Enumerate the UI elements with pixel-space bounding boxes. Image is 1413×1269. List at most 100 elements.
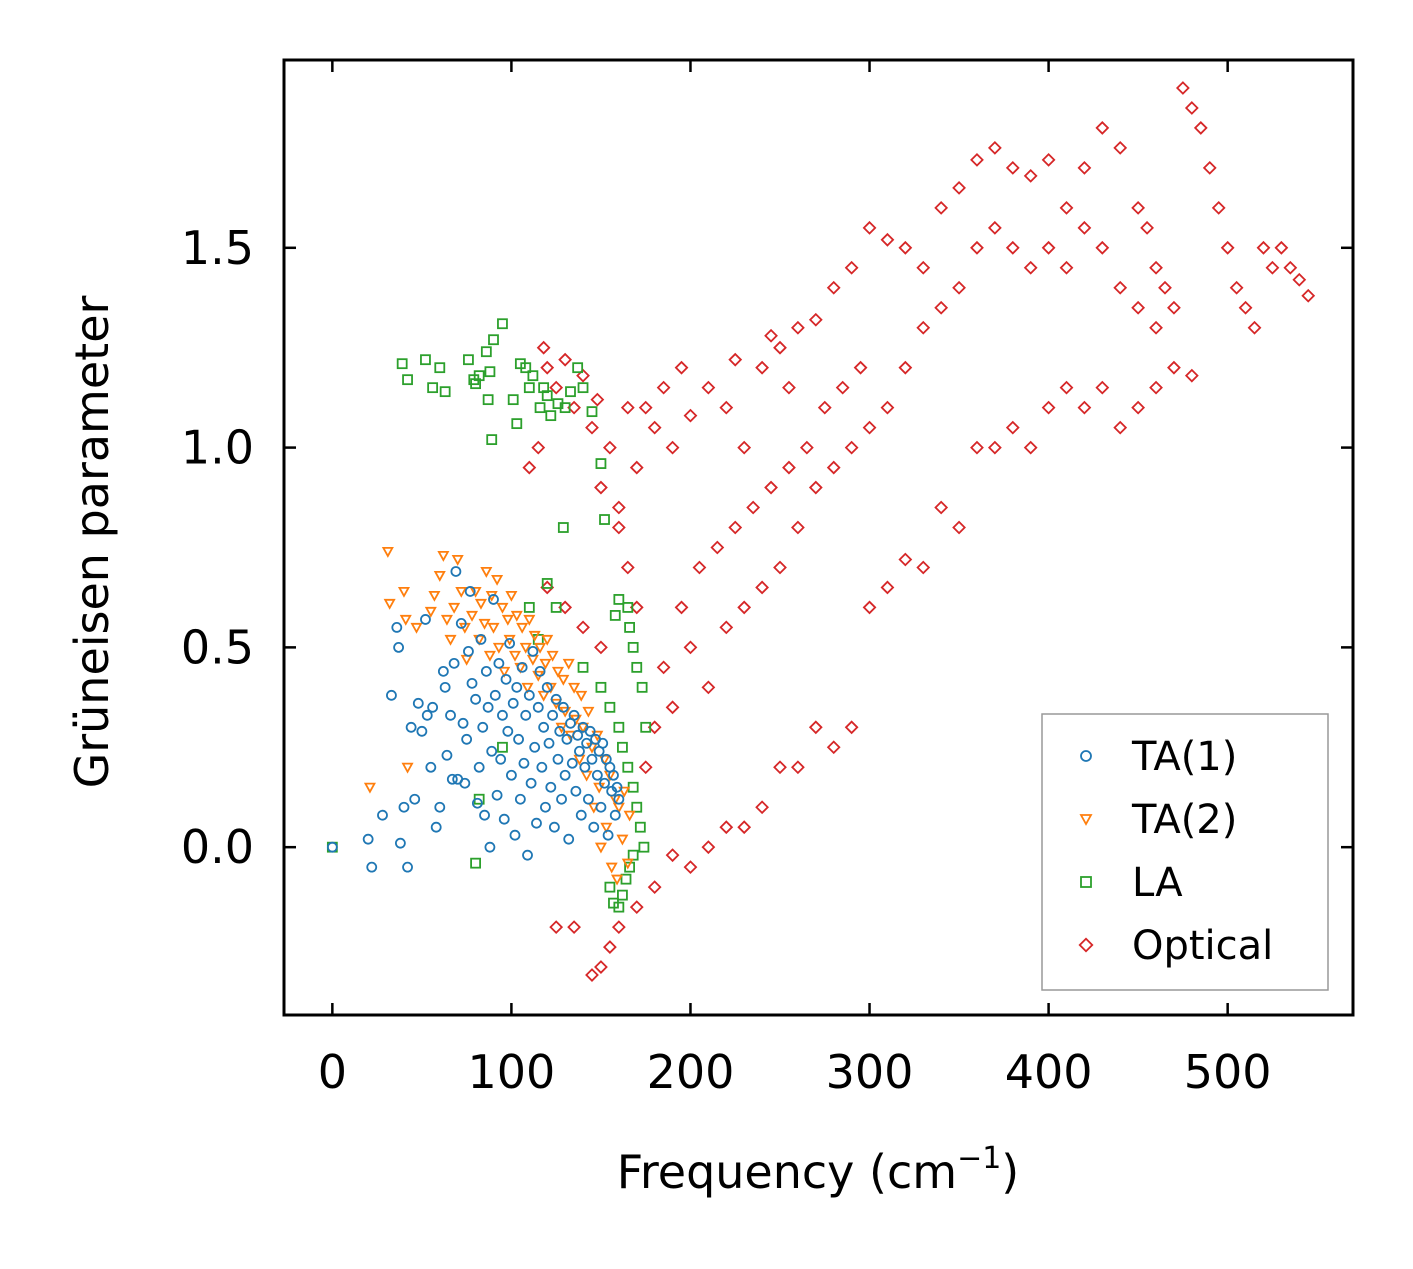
point-Optical (1131, 300, 1146, 315)
point-Optical (898, 552, 913, 567)
point-Optical (1095, 121, 1110, 135)
point-TA(1) (584, 725, 596, 737)
point-Optical (1005, 420, 1020, 435)
point-TA(1) (498, 813, 510, 825)
point-Optical (1184, 368, 1199, 383)
point-TA(1) (511, 681, 523, 693)
point-TA(2) (383, 598, 396, 610)
point-Optical (1238, 300, 1253, 315)
point-TA(1) (547, 709, 558, 721)
point-Optical (647, 420, 662, 435)
point-TA(2) (568, 682, 581, 694)
point-TA(1) (543, 737, 555, 749)
point-LA (545, 410, 557, 422)
point-Optical (1301, 288, 1316, 303)
point-Optical (1113, 280, 1128, 295)
point-Optical (728, 520, 743, 535)
point-TA(2) (575, 690, 588, 702)
point-Optical (620, 560, 635, 575)
point-Optical (1077, 160, 1092, 175)
point-Optical (862, 220, 877, 235)
point-Optical (576, 620, 590, 635)
point-Optical (826, 460, 841, 475)
point-TA(1) (525, 777, 537, 789)
point-Optical (522, 460, 537, 475)
x-axis-label: Frequency (cm−1) (617, 1141, 1020, 1199)
point-TA(1) (445, 709, 456, 721)
plot-frame (282, 58, 1355, 1017)
point-Optical (1184, 101, 1199, 115)
point-TA(1) (489, 689, 501, 701)
point-Optical (567, 920, 581, 934)
point-Optical (773, 340, 787, 355)
point-TA(2) (478, 618, 491, 630)
point-TA(2) (618, 786, 631, 798)
point-TA(1) (482, 701, 494, 713)
point-TA(2) (623, 810, 636, 822)
point-TA(2) (469, 586, 482, 598)
point-LA (484, 366, 496, 378)
point-Optical (1175, 81, 1190, 95)
point-TA(1) (464, 586, 476, 597)
point-Optical (755, 360, 769, 375)
point-LA (634, 821, 646, 833)
point-LA (538, 382, 550, 394)
point-Optical (826, 740, 841, 755)
point-TA(1) (575, 809, 587, 821)
point-TA(1) (471, 797, 483, 809)
point-Optical (611, 520, 626, 535)
point-TA(1) (500, 673, 512, 685)
point-TA(1) (548, 821, 560, 833)
point-TA(2) (516, 622, 529, 634)
point-Optical (1077, 400, 1092, 415)
point-Optical (970, 240, 984, 255)
point-TA(1) (522, 849, 533, 861)
point-TA(1) (599, 777, 610, 789)
point-TA(1) (595, 801, 607, 813)
point-TA(1) (504, 637, 516, 649)
point-Optical (602, 940, 617, 954)
point-TA(1) (491, 789, 503, 801)
point-LA (473, 370, 485, 382)
point-TA(1) (509, 829, 521, 841)
point-TA(1) (480, 665, 492, 677)
point-TA(1) (484, 841, 496, 853)
point-Optical (647, 880, 662, 895)
y-axis-label: Grüneisen parameter (65, 295, 119, 788)
point-Optical (1005, 160, 1020, 175)
point-Optical (590, 392, 605, 407)
point-Optical (719, 400, 734, 415)
point-TA(1) (473, 761, 485, 773)
legend-marker-LA (1080, 876, 1092, 888)
point-TA(2) (528, 630, 541, 642)
point-Optical (701, 680, 716, 695)
point-TA(1) (507, 697, 519, 709)
point-Optical (808, 312, 823, 327)
point-Optical (987, 141, 1002, 155)
point-TA(2) (491, 574, 504, 586)
point-Optical (1041, 240, 1056, 255)
point-TA(1) (405, 721, 417, 733)
point-TA(1) (466, 677, 478, 689)
point-Optical (1023, 168, 1038, 183)
point-TA(1) (455, 618, 467, 629)
x-axis-label-suffix: ) (1001, 1145, 1019, 1199)
point-LA (617, 889, 628, 901)
point-LA (523, 382, 535, 394)
point-TA(2) (505, 590, 518, 602)
point-TA(1) (518, 757, 530, 769)
legend-label-TA(2): TA(2) (1131, 797, 1237, 843)
point-TA(1) (529, 741, 541, 753)
point-Optical (665, 848, 680, 863)
point-TA(2) (496, 602, 509, 614)
point-LA (620, 873, 632, 885)
point-TA(1) (393, 641, 404, 653)
point-TA(1) (568, 709, 580, 721)
point-TA(1) (463, 645, 474, 657)
point-TA(2) (433, 570, 446, 582)
legend-marker-TA(1) (1080, 750, 1092, 762)
point-TA(1) (479, 809, 490, 821)
point-TA(1) (536, 761, 548, 773)
point-LA (586, 406, 598, 418)
